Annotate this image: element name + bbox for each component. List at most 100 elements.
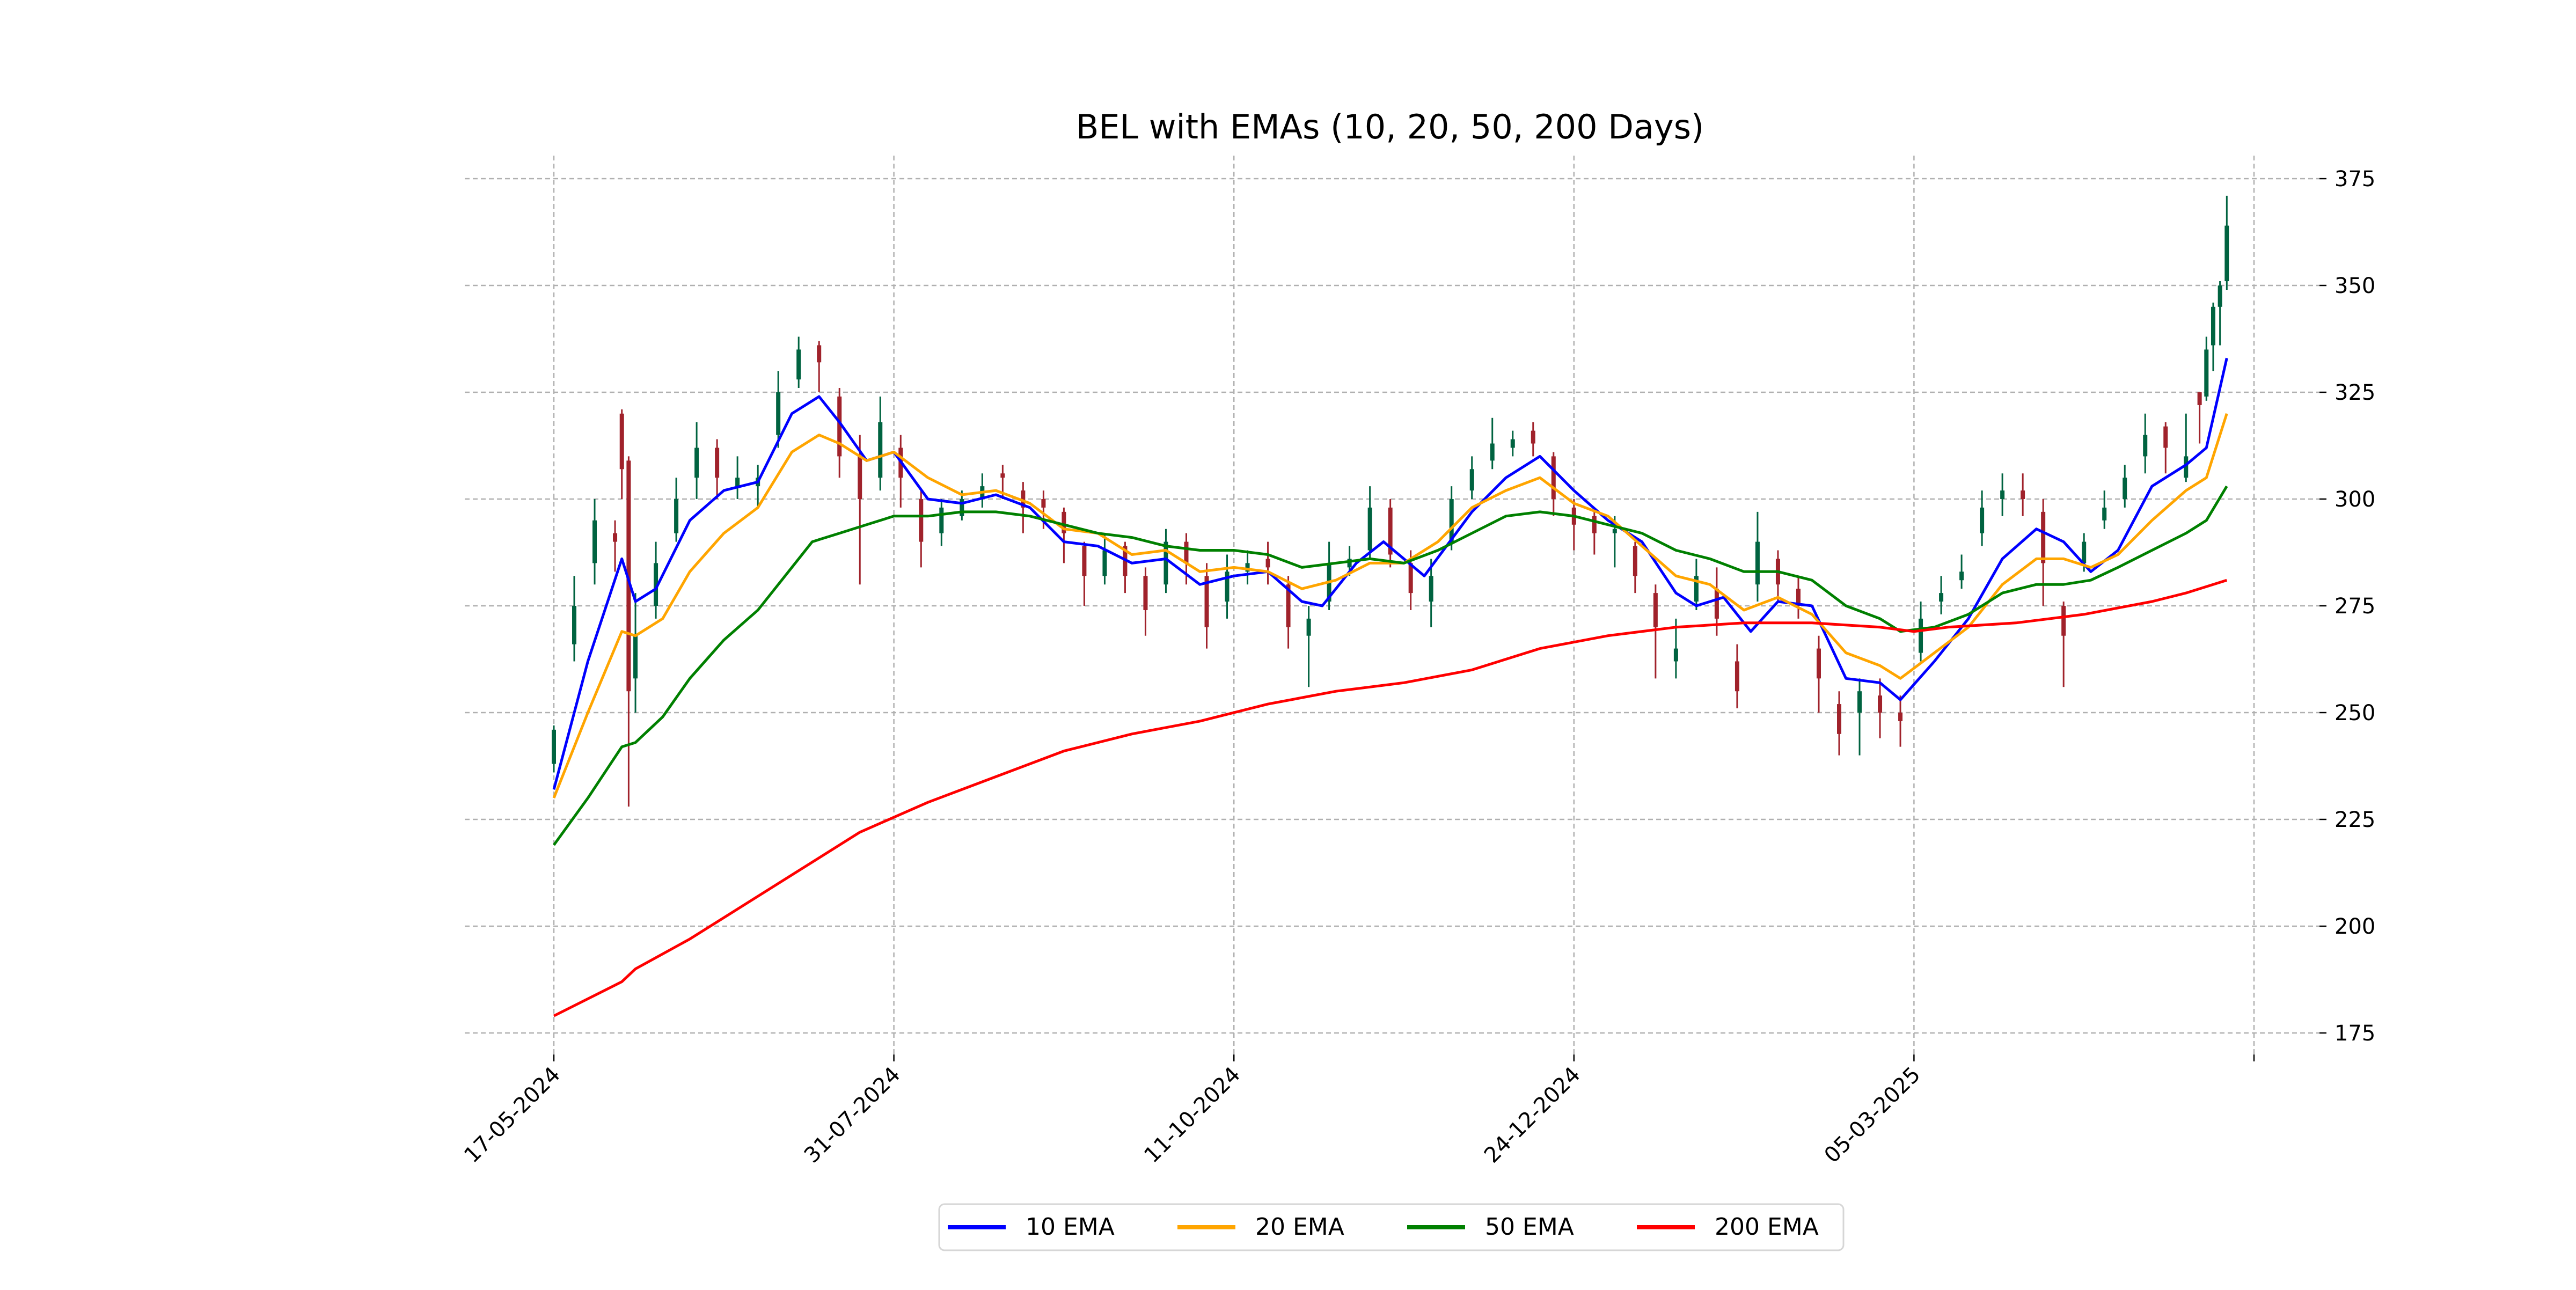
candle-body [1306,618,1311,636]
ema-line-50 [552,485,2228,846]
candle-body [1714,589,1719,619]
legend-label: 200 EMA [1715,1213,1819,1241]
candle-body [1612,529,1617,533]
candle-body [2082,541,2087,563]
candle-body [2143,435,2148,457]
candle-body [2102,507,2107,521]
ema-lines [552,357,2228,1017]
candle-body [939,507,944,533]
candle-body [817,345,822,363]
y-tick-label: 200 [2334,914,2375,939]
y-tick-label: 175 [2334,1021,2375,1046]
candle-body [960,499,964,516]
candle-body [1245,563,1250,572]
candle-body [1531,430,1535,444]
y-tick-label: 375 [2334,167,2375,192]
candle-body [1143,576,1148,610]
candle-body [2123,478,2127,499]
candle-body [1939,593,1944,602]
x-tick-label: 24-12-2024 [1480,1062,1585,1168]
candle-body [1082,546,1087,576]
candle-body [1694,576,1699,602]
candles [552,195,2229,807]
candle-body [776,392,781,435]
candle-body [1102,550,1107,576]
candle-body [2000,490,2005,499]
y-tick-label: 225 [2334,808,2375,832]
candle-body [1898,713,1903,721]
candle-body [2224,225,2229,282]
x-tick-label: 17-05-2024 [459,1062,565,1168]
candle-body [2041,511,2046,563]
candle-body [1653,593,1658,627]
x-tick-label: 05-03-2025 [1820,1062,1926,1168]
candle-body [1633,546,1637,576]
candle-body [1816,648,1821,679]
candle-body [2211,306,2215,346]
candle-body [2163,426,2168,448]
candle-body [1021,490,1026,508]
ema-line-200 [553,578,2228,1017]
candle-body [1673,648,1678,662]
candle-body [1265,559,1270,568]
candle-body [1980,507,1985,533]
candle-body [1367,507,1372,551]
candle-body [2184,456,2189,478]
y-tick-label: 250 [2334,701,2375,725]
candle-body [674,499,679,533]
candle-body [1490,443,1495,461]
candle-body [1204,576,1209,627]
candle-body [1041,499,1046,508]
candle-body [619,413,624,470]
candle-body [1286,584,1291,627]
candle-body [1184,541,1189,563]
candle-body [613,533,618,542]
candle-body [1163,541,1168,585]
y-axis: 175 200 225 250 275 300 325 350 375 [2319,167,2375,1046]
x-tick-label: 11-10-2024 [1139,1062,1245,1168]
candle-body [919,499,924,542]
candle-body [1429,576,1433,602]
candle-body [1735,661,1739,692]
candle-body [715,448,720,478]
candle-body [572,606,577,644]
candle-body [2218,285,2222,307]
y-tick-label: 300 [2334,487,2375,512]
candle-body [1510,439,1515,448]
candle-body [2021,490,2025,499]
legend: 10 EMA 20 EMA 50 EMA 200 EMA [938,1203,1845,1251]
candle-body [1755,541,1760,585]
candle-body [1469,469,1474,491]
y-tick-label: 325 [2334,380,2375,405]
candle-body [1551,456,1556,499]
candle-body [1919,618,1923,653]
candle-body [2061,606,2066,636]
candle-body [2197,392,2202,405]
candle-body [1878,695,1883,713]
candle-body [1449,499,1454,542]
y-tick-label: 275 [2334,594,2375,619]
candle-body [694,448,699,478]
y-tick-label: 350 [2334,274,2375,298]
candle-body [552,729,556,764]
candle-body [796,349,801,380]
candle-body [1592,516,1597,533]
legend-label: 10 EMA [1026,1213,1115,1241]
x-tick-label: 31-07-2024 [800,1062,905,1168]
grid [465,156,2319,1054]
legend-box [938,1203,1845,1251]
candle-body [633,635,638,679]
candle-body [1347,559,1352,568]
x-axis: 17-05-2024 31-07-2024 11-10-2024 24-12-2024… [459,1054,2255,1168]
candle-body [1225,571,1230,602]
candle-body [878,422,883,478]
ema-line-20 [552,413,2228,799]
candle-body [1959,571,1964,581]
candle-body [1796,589,1801,606]
legend-label: 50 EMA [1485,1213,1574,1241]
candle-body [1062,511,1066,533]
candle-body [1408,563,1413,593]
chart-title: BEL with EMAs (10, 20, 50, 200 Days) [1076,107,1704,146]
candle-body [592,520,597,563]
